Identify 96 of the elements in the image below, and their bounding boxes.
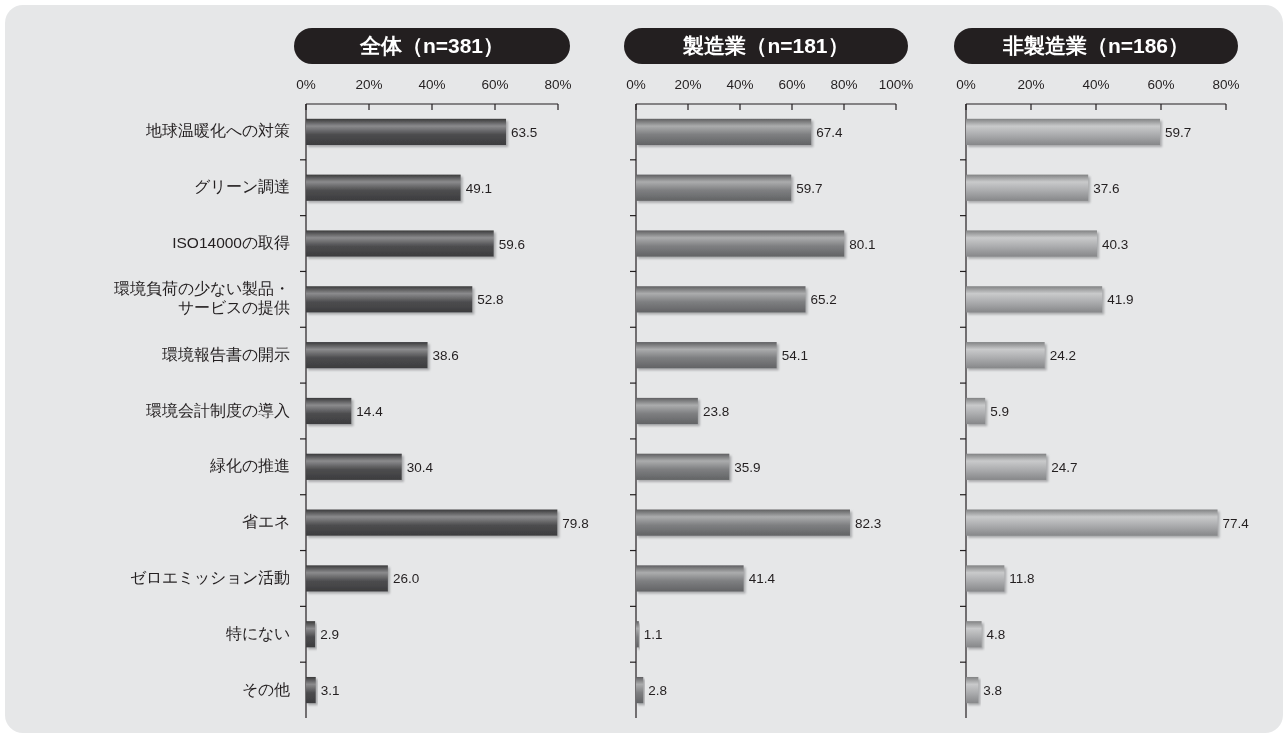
bar — [966, 509, 1218, 536]
bar — [306, 286, 473, 313]
data-label: 80.1 — [849, 236, 876, 252]
bar — [966, 565, 1005, 592]
data-label: 41.9 — [1107, 292, 1134, 308]
bar — [966, 230, 1097, 257]
x-tick-label: 40% — [418, 77, 446, 92]
data-label: 63.5 — [511, 124, 538, 140]
x-tick-label: 0% — [626, 77, 646, 92]
data-label: 77.4 — [1222, 515, 1250, 531]
chart-title: 非製造業（n=186） — [1001, 34, 1190, 57]
data-label: 4.8 — [986, 627, 1006, 643]
bar — [966, 676, 979, 704]
x-tick-label: 100% — [878, 77, 914, 92]
chart-title: 製造業（n=181） — [682, 34, 849, 57]
data-label: 5.9 — [990, 404, 1009, 419]
data-label: 65.2 — [810, 292, 837, 308]
data-label: 30.4 — [406, 459, 434, 475]
y-tick-label: グリーン調達 — [194, 178, 290, 198]
y-tick-label: ISO14000の取得 — [172, 234, 290, 253]
data-label: 3.8 — [983, 683, 1003, 699]
data-label: 14.4 — [356, 404, 384, 419]
bar — [306, 453, 402, 480]
data-label: 79.8 — [562, 515, 589, 531]
bar — [966, 397, 986, 425]
data-label: 82.3 — [854, 515, 882, 531]
data-label: 40.3 — [1101, 236, 1129, 252]
x-tick-label: 20% — [674, 77, 702, 92]
y-tick-label: 緑化の推進 — [210, 457, 290, 477]
bar — [966, 118, 1161, 146]
bar — [306, 676, 316, 704]
bar — [636, 397, 698, 425]
bar — [636, 286, 806, 313]
x-tick-label: 20% — [355, 77, 383, 92]
bar — [636, 676, 644, 704]
bar — [636, 342, 777, 369]
bar — [966, 286, 1103, 313]
bar — [966, 342, 1045, 369]
bar — [966, 453, 1047, 480]
x-tick-label: 40% — [1082, 77, 1110, 92]
data-label: 37.6 — [1093, 180, 1120, 196]
y-tick-label: 地球温暖化への対策 — [146, 122, 290, 142]
data-label: 67.4 — [816, 124, 844, 140]
x-tick-label: 80% — [1212, 77, 1240, 92]
data-label: 1.1 — [643, 627, 663, 643]
x-tick-label: 60% — [481, 77, 509, 92]
x-tick-label: 0% — [296, 77, 316, 92]
bar — [306, 565, 388, 592]
x-tick-label: 60% — [1147, 77, 1175, 92]
data-label: 59.7 — [1165, 124, 1192, 140]
bar — [306, 342, 428, 369]
bar — [636, 118, 812, 146]
data-label: 38.6 — [432, 348, 459, 364]
bar — [636, 565, 744, 592]
data-label: 35.9 — [734, 459, 761, 475]
x-tick-label: 40% — [726, 77, 754, 92]
data-label: 23.8 — [702, 404, 730, 419]
y-tick-label: 環境報告書の開示 — [162, 345, 290, 365]
bar — [306, 118, 507, 146]
y-tick-label: 特にない — [226, 624, 290, 644]
chart-title: 全体（n=381） — [358, 34, 505, 57]
data-label: 52.8 — [477, 292, 504, 308]
data-label: 24.2 — [1049, 348, 1076, 364]
x-tick-label: 20% — [1017, 77, 1045, 92]
y-tick-label: その他 — [242, 680, 290, 700]
data-label: 54.1 — [781, 348, 808, 364]
bar — [966, 174, 1089, 201]
bar — [636, 509, 850, 536]
y-tick-label: ゼロエミッション活動 — [130, 568, 290, 588]
data-label: 49.1 — [465, 180, 492, 196]
bar — [636, 230, 845, 257]
bar — [306, 397, 352, 425]
bar — [636, 174, 792, 201]
y-tick-label: 省エネ — [242, 513, 290, 533]
y-tick-label: 環境会計制度の導入 — [146, 401, 290, 421]
x-tick-label: 80% — [830, 77, 858, 92]
x-tick-label: 0% — [956, 77, 976, 92]
bar — [966, 621, 982, 648]
data-label: 3.1 — [320, 683, 340, 699]
data-label: 59.6 — [498, 236, 526, 252]
data-label: 11.8 — [1009, 571, 1035, 587]
data-label: 26.0 — [392, 571, 420, 587]
bar — [636, 621, 639, 648]
bar — [306, 230, 494, 257]
bar — [306, 174, 461, 201]
y-tick-label: 環境負荷の少ない製品・サービスの提供 — [113, 280, 290, 319]
bar — [306, 621, 316, 648]
bar — [306, 509, 558, 536]
data-label: 59.7 — [796, 180, 823, 196]
data-label: 2.8 — [648, 683, 668, 699]
data-label: 24.7 — [1051, 459, 1078, 475]
bar — [636, 453, 730, 480]
data-label: 2.9 — [320, 627, 339, 643]
x-tick-label: 80% — [544, 77, 572, 92]
x-tick-label: 60% — [778, 77, 806, 92]
data-label: 41.4 — [748, 571, 776, 587]
